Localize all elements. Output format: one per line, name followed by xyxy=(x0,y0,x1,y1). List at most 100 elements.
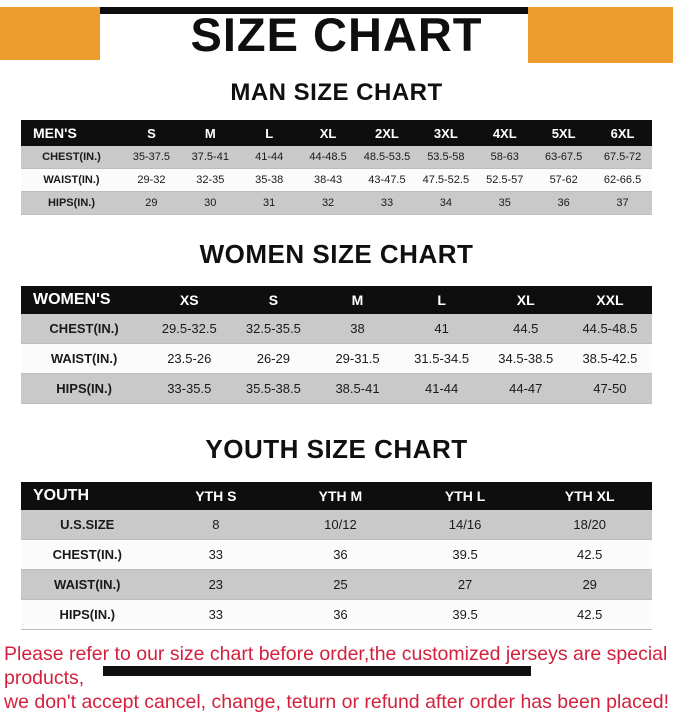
size-value: 14/16 xyxy=(402,510,528,540)
size-value: 31 xyxy=(239,191,299,215)
size-value: 36 xyxy=(534,191,594,215)
size-value: 32.5-35.5 xyxy=(231,314,316,344)
youth-header-label: YOUTH xyxy=(21,482,154,510)
row-label: HIPS(IN.) xyxy=(21,191,122,215)
womens-table-row: CHEST(IN.) 29.5-32.5 32.5-35.5 38 41 44.5 44.5… xyxy=(21,314,652,344)
size-value: 34 xyxy=(416,191,476,215)
mens-table-row: WAIST(IN.) 29-32 32-35 35-38 38-43 43-47.5 47.… xyxy=(21,168,652,192)
size-value: 38.5-42.5 xyxy=(567,343,652,374)
size-value: 29-31.5 xyxy=(315,343,400,374)
youth-section: YOUTH SIZE CHART YOUTH YTH S YTH M YTH L YTH… xyxy=(0,434,673,630)
bottom-black-bar xyxy=(103,666,531,676)
youth-table-row: HIPS(IN.) 33 36 39.5 42.5 xyxy=(21,599,652,630)
size-value: 35.5-38.5 xyxy=(231,373,316,404)
size-value: 39.5 xyxy=(402,539,528,570)
size-value: 47.5-52.5 xyxy=(416,168,476,192)
size-value: 48.5-53.5 xyxy=(357,146,417,169)
size-value: 41-44 xyxy=(399,373,484,404)
womens-size-header: XL xyxy=(483,286,568,314)
size-value: 43-47.5 xyxy=(357,168,417,192)
size-value: 10/12 xyxy=(278,510,403,540)
mens-size-header: XL xyxy=(298,120,358,146)
womens-size-header: XS xyxy=(147,286,232,314)
size-value: 37 xyxy=(593,191,652,215)
size-value: 23.5-26 xyxy=(147,343,232,374)
size-value: 32-35 xyxy=(180,168,240,192)
row-label: HIPS(IN.) xyxy=(21,599,154,630)
row-label: WAIST(IN.) xyxy=(21,168,122,192)
size-value: 23 xyxy=(153,569,279,600)
size-value: 33 xyxy=(357,191,417,215)
youth-table-row: WAIST(IN.) 23 25 27 29 xyxy=(21,569,652,600)
youth-section-heading: YOUTH SIZE CHART xyxy=(205,434,468,464)
row-label: CHEST(IN.) xyxy=(21,314,148,344)
orange-corner-right xyxy=(528,7,673,63)
womens-table-row: HIPS(IN.) 33-35.5 35.5-38.5 38.5-41 41-44 44-… xyxy=(21,373,652,404)
size-value: 42.5 xyxy=(527,539,652,570)
youth-size-table: YOUTH YTH S YTH M YTH L YTH XL U.S.SIZE 8 10/12… xyxy=(21,482,652,630)
womens-size-header: S xyxy=(231,286,316,314)
womens-section-heading: WOMEN SIZE CHART xyxy=(199,239,474,269)
mens-size-header: S xyxy=(121,120,181,146)
mens-size-header: 4XL xyxy=(475,120,535,146)
size-value: 18/20 xyxy=(527,510,652,540)
size-value: 57-62 xyxy=(534,168,594,192)
mens-size-header: M xyxy=(180,120,240,146)
size-value: 36 xyxy=(278,539,403,570)
youth-header-row: YOUTH YTH S YTH M YTH L YTH XL xyxy=(21,482,652,510)
size-value: 31.5-34.5 xyxy=(399,343,484,374)
size-value: 44.5-48.5 xyxy=(567,314,652,344)
youth-table-row: U.S.SIZE 8 10/12 14/16 18/20 xyxy=(21,510,652,540)
mens-section-heading: MAN SIZE CHART xyxy=(230,79,443,106)
row-label: WAIST(IN.) xyxy=(21,343,148,374)
size-value: 32 xyxy=(298,191,358,215)
size-value: 36 xyxy=(278,599,403,630)
womens-size-header: L xyxy=(399,286,484,314)
footer-note: Please refer to our size chart before or… xyxy=(0,643,673,714)
mens-size-header: 3XL xyxy=(416,120,476,146)
size-value: 8 xyxy=(153,510,279,540)
size-value: 35-37.5 xyxy=(121,146,181,169)
youth-size-header: YTH L xyxy=(402,482,528,510)
size-value: 35-38 xyxy=(239,168,299,192)
size-value: 44-48.5 xyxy=(298,146,358,169)
size-value: 62-66.5 xyxy=(593,168,652,192)
size-value: 34.5-38.5 xyxy=(483,343,568,374)
footer-note-line2: we don't accept cancel, change, teturn o… xyxy=(4,690,669,713)
size-value: 29 xyxy=(121,191,181,215)
size-value: 33-35.5 xyxy=(147,373,232,404)
size-value: 27 xyxy=(402,569,528,600)
size-value: 33 xyxy=(153,539,279,570)
row-label: WAIST(IN.) xyxy=(21,569,154,600)
size-value: 42.5 xyxy=(527,599,652,630)
row-label: CHEST(IN.) xyxy=(21,146,122,169)
page-header: SIZE CHART xyxy=(0,7,673,67)
orange-corner-left xyxy=(0,7,100,60)
womens-header-row: WOMEN'S XS S M L XL XXL xyxy=(21,286,652,314)
size-value: 38-43 xyxy=(298,168,358,192)
mens-size-header: 2XL xyxy=(357,120,417,146)
size-value: 44.5 xyxy=(483,314,568,344)
mens-table-row: CHEST(IN.) 35-37.5 37.5-41 41-44 44-48.5 48.5… xyxy=(21,146,652,169)
womens-table-row: WAIST(IN.) 23.5-26 26-29 29-31.5 31.5-34.5 34… xyxy=(21,343,652,374)
mens-section: MAN SIZE CHART MEN'S S M L XL 2XL 3XL 4XL 5XL 6XL… xyxy=(0,79,673,215)
size-value: 38.5-41 xyxy=(315,373,400,404)
youth-size-header: YTH M xyxy=(278,482,403,510)
size-value: 58-63 xyxy=(475,146,535,169)
womens-section: WOMEN SIZE CHART WOMEN'S XS S M L XL XXL CHEST(… xyxy=(0,239,673,404)
top-border-bar xyxy=(0,7,673,14)
womens-size-header: M xyxy=(315,286,400,314)
row-label: HIPS(IN.) xyxy=(21,373,148,404)
mens-size-header: L xyxy=(239,120,299,146)
size-value: 29.5-32.5 xyxy=(147,314,232,344)
size-value: 30 xyxy=(180,191,240,215)
size-value: 41 xyxy=(399,314,484,344)
mens-size-header: 5XL xyxy=(534,120,594,146)
womens-size-header: XXL xyxy=(567,286,652,314)
size-value: 41-44 xyxy=(239,146,299,169)
youth-table-row: CHEST(IN.) 33 36 39.5 42.5 xyxy=(21,539,652,570)
row-label: CHEST(IN.) xyxy=(21,539,154,570)
size-value: 53.5-58 xyxy=(416,146,476,169)
size-value: 67.5-72 xyxy=(593,146,652,169)
size-value: 52.5-57 xyxy=(475,168,535,192)
